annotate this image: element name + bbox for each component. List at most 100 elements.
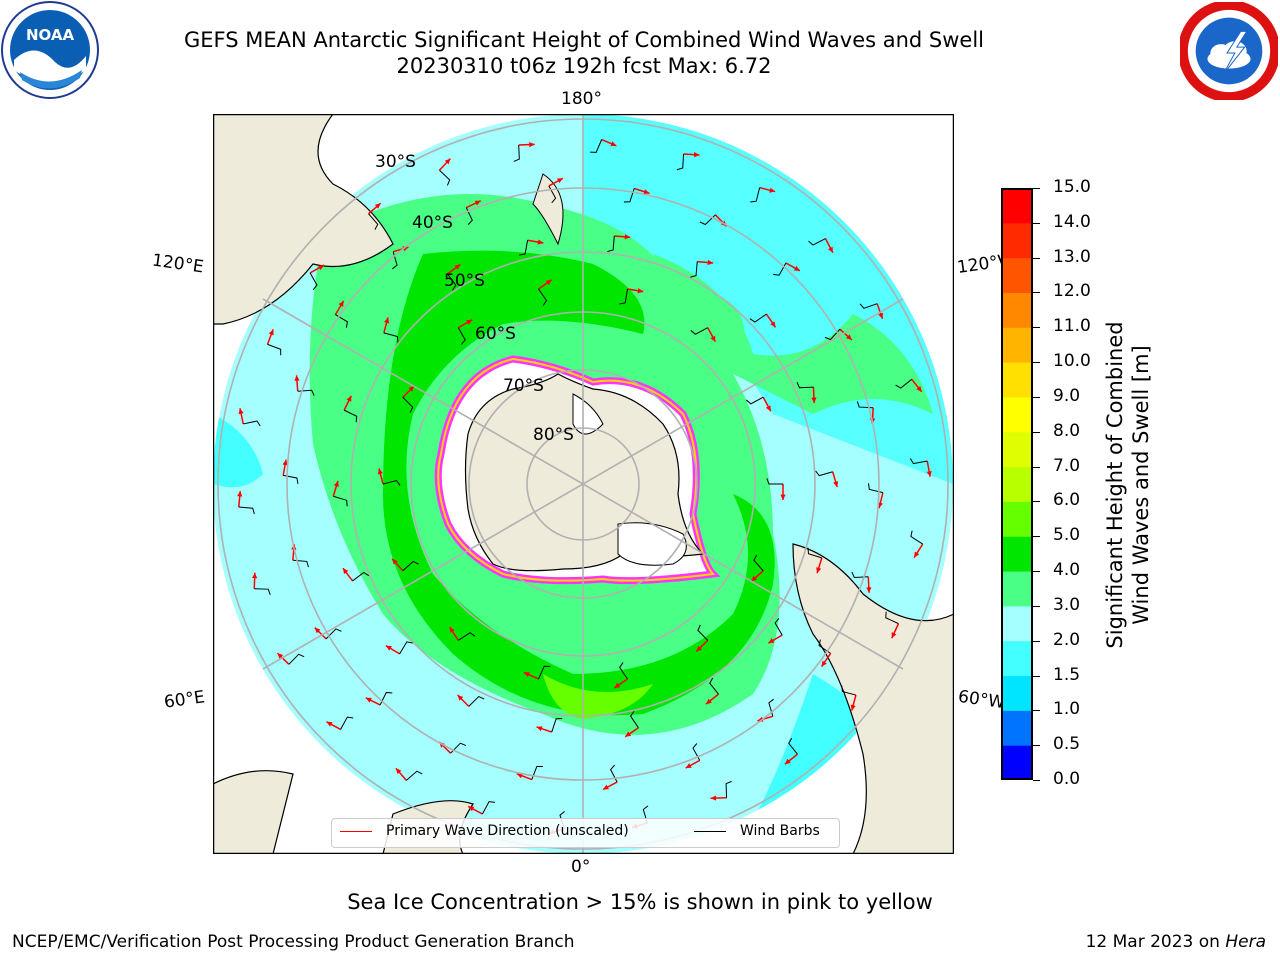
colorbar-tick-mark (1033, 327, 1040, 329)
colorbar-band (1001, 640, 1033, 677)
wind-barb (368, 213, 379, 230)
footer-date-text: 12 Mar 2023 on (1085, 932, 1226, 952)
wind-barb (238, 506, 255, 515)
wave-arrow-head (536, 726, 543, 732)
wind-barb (402, 396, 414, 413)
wind-barb (383, 332, 399, 343)
wind-barb (910, 530, 923, 545)
colorbar-band (1001, 431, 1033, 468)
latitude-label-70s: 70°S (503, 376, 544, 396)
wind-barb (629, 710, 639, 729)
meridian-label-0: 0° (571, 857, 591, 877)
wave-arrow-head (384, 317, 390, 324)
wave-arrow-head (707, 259, 714, 266)
sea-ice-note: Sea Ice Concentration > 15% is shown in … (347, 890, 933, 914)
wave-arrow-head (252, 572, 258, 579)
legend-item-barbs: Wind Barbs (694, 823, 820, 839)
wave-arrow-head (768, 638, 775, 644)
colorbar-tick-label: 14.0 (1053, 211, 1091, 232)
colorbar-band (1001, 362, 1033, 398)
wind-barb (340, 716, 354, 730)
wave-arrow-head (878, 312, 884, 319)
wave-arrow-head (866, 587, 872, 593)
wave-arrow-head (282, 459, 288, 466)
wave-arrow-head (238, 408, 244, 415)
wave-arrow-head (318, 265, 325, 271)
wind-barb (788, 737, 798, 755)
colorbar-band (1001, 188, 1033, 224)
wind-barb (815, 470, 833, 477)
wind-barb (243, 420, 261, 427)
colorbar-tick-label: 9.0 (1053, 385, 1081, 406)
wave-arrow-head (556, 178, 563, 184)
wind-barb (909, 458, 928, 465)
legend-wave-label: Primary Wave Direction (unscaled) (386, 823, 629, 839)
colorbar-frame (1001, 188, 1033, 780)
colorbar-tick-label: 13.0 (1053, 246, 1091, 267)
wave-arrow-head (523, 672, 530, 678)
wind-barb (676, 153, 685, 171)
wind-barb (753, 554, 764, 572)
colorbar-tick-label: 12.0 (1053, 281, 1091, 302)
colorbar-band (1001, 571, 1033, 607)
wave-arrow-head (545, 279, 552, 286)
wave-arrow-head (811, 397, 817, 404)
wave-arrow-head (625, 731, 632, 737)
wind-barb (750, 187, 761, 203)
wave-arrow-head (846, 334, 852, 340)
wind-barb (382, 480, 401, 486)
wave-arrow-head (710, 335, 716, 342)
latitude-label-80s: 80°S (533, 425, 574, 445)
wind-barb (551, 717, 563, 733)
colorbar-tick-label: 2.0 (1053, 629, 1081, 650)
legend-barb-swatch (694, 830, 726, 832)
wave-arrow-head (365, 697, 372, 703)
wind-barb (619, 662, 628, 680)
wave-arrow-head (454, 264, 461, 270)
wave-arrow-head (816, 567, 822, 574)
colorbar-band (1001, 536, 1033, 572)
wave-arrow-head (444, 158, 451, 165)
colorbar-tick-mark (1033, 222, 1040, 224)
colorbar-tick-label: 1.0 (1053, 699, 1081, 720)
colorbar-tick-mark (1033, 188, 1040, 189)
wind-barb (690, 261, 698, 278)
wind-barb (267, 343, 282, 356)
wind-barb (333, 495, 348, 507)
wind-barb (709, 677, 719, 695)
wave-arrow-head (338, 300, 344, 307)
colorbar-tick-mark (1033, 780, 1040, 781)
colorbar-tick-mark (1033, 571, 1040, 573)
wave-arrow-head (277, 653, 284, 659)
wave-arrow-head (346, 395, 352, 402)
wave-arrow-head (392, 558, 398, 565)
chart-subtitle: 20230310 t06z 192h fcst Max: 6.72 (396, 54, 772, 78)
wave-arrow-head (780, 494, 786, 500)
colorbar-tick-label: 4.0 (1053, 560, 1081, 581)
wind-barb (288, 653, 305, 665)
wind-barb (766, 478, 783, 485)
colorbar-tick-mark (1033, 745, 1040, 747)
wave-arrow-head (333, 480, 339, 487)
wind-barb (254, 588, 271, 596)
colorbar-tick-label: 11.0 (1053, 316, 1091, 337)
wind-barb (859, 303, 878, 309)
colorbar-band (1001, 466, 1033, 502)
meridian-label-60w: 60°W (956, 686, 1007, 714)
wind-barb (538, 288, 548, 306)
colorbar-band (1001, 675, 1033, 711)
wind-barb (468, 695, 485, 707)
wave-arrow-head (610, 141, 617, 147)
colorbar-tick-mark (1033, 536, 1040, 538)
colorbar-tick-label: 0.5 (1053, 734, 1081, 755)
wave-arrow-head (326, 721, 333, 727)
wave-arrow-head (696, 645, 702, 652)
wave-arrow-head (891, 632, 897, 639)
colorbar-label: Significant Height of Combined Wind Wave… (1102, 321, 1154, 648)
colorbar-tick-label: 6.0 (1053, 490, 1081, 511)
wind-barb (885, 611, 899, 625)
latitude-label-40s: 40°S (412, 213, 453, 233)
wave-arrow-head (314, 627, 321, 634)
colorbar-tick-mark (1033, 257, 1040, 259)
wave-arrow-head (926, 470, 932, 477)
